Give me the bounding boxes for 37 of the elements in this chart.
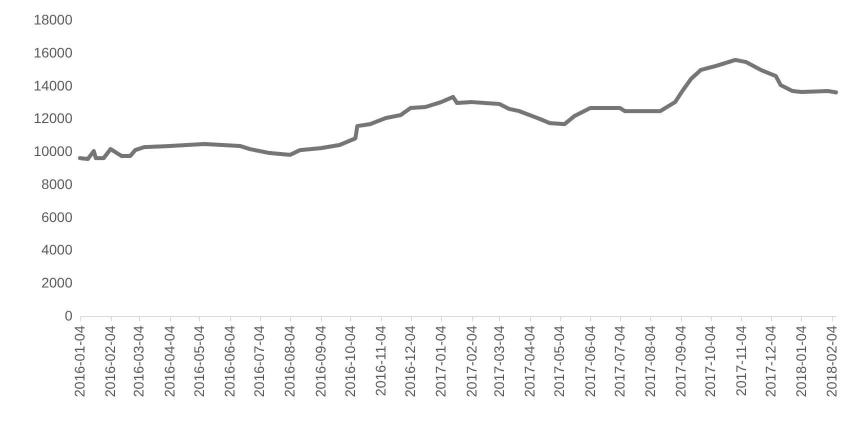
x-tick-label: 2017-05-04	[551, 325, 568, 398]
x-tick-label: 2017-10-04	[702, 325, 718, 398]
x-tick-label: 2016-08-04	[282, 325, 298, 398]
x-tick-label: 2016-12-04	[402, 325, 418, 398]
y-tick-label: 6000	[41, 208, 73, 225]
y-tick-label: 4000	[41, 242, 73, 258]
y-tick-label: 16000	[34, 44, 73, 60]
x-tick-label: 2017-11-04	[732, 325, 749, 396]
x-tick-label: 2016-06-04	[222, 325, 238, 398]
y-tick-label: 14000	[34, 77, 73, 94]
x-tick-label: 2017-12-04	[762, 325, 778, 398]
x-tick-label: 2017-02-04	[463, 325, 480, 398]
x-tick-label: 2017-07-04	[611, 325, 628, 398]
x-tick-label: 2018-01-04	[792, 325, 809, 398]
x-tick-label: 2018-02-04	[824, 325, 840, 398]
y-tick-label: 0	[64, 308, 73, 324]
line-series	[78, 58, 838, 161]
x-tick-label: 2016-07-04	[251, 325, 268, 398]
x-tick-label: 2016-04-04	[161, 325, 178, 398]
x-tick-label: 2016-11-04	[372, 325, 389, 396]
x-tick-label: 2016-02-04	[102, 325, 118, 398]
y-tick-label: 8000	[41, 176, 73, 192]
x-tick-label: 2016-09-04	[312, 325, 328, 398]
x-tick-label: 2016-03-04	[130, 325, 147, 398]
x-tick-label: 2017-09-04	[672, 325, 689, 398]
x-tick-label: 2017-01-04	[432, 325, 449, 398]
y-tick-label: 18000	[34, 12, 73, 28]
x-tick-label: 2016-10-04	[342, 325, 358, 398]
y-tick-label: 10000	[34, 143, 73, 160]
x-tick-label: 2016-01-04	[72, 325, 88, 398]
x-tick-label: 2016-05-04	[190, 325, 207, 398]
x-tick-label: 2017-04-04	[522, 325, 538, 398]
y-tick-label: 2000	[41, 274, 73, 291]
x-tick-label: 2017-06-04	[582, 325, 598, 398]
x-tick-label: 2017-08-04	[642, 325, 658, 398]
y-tick-label: 12000	[34, 110, 73, 126]
x-tick-label: 2017-03-04	[490, 325, 507, 398]
